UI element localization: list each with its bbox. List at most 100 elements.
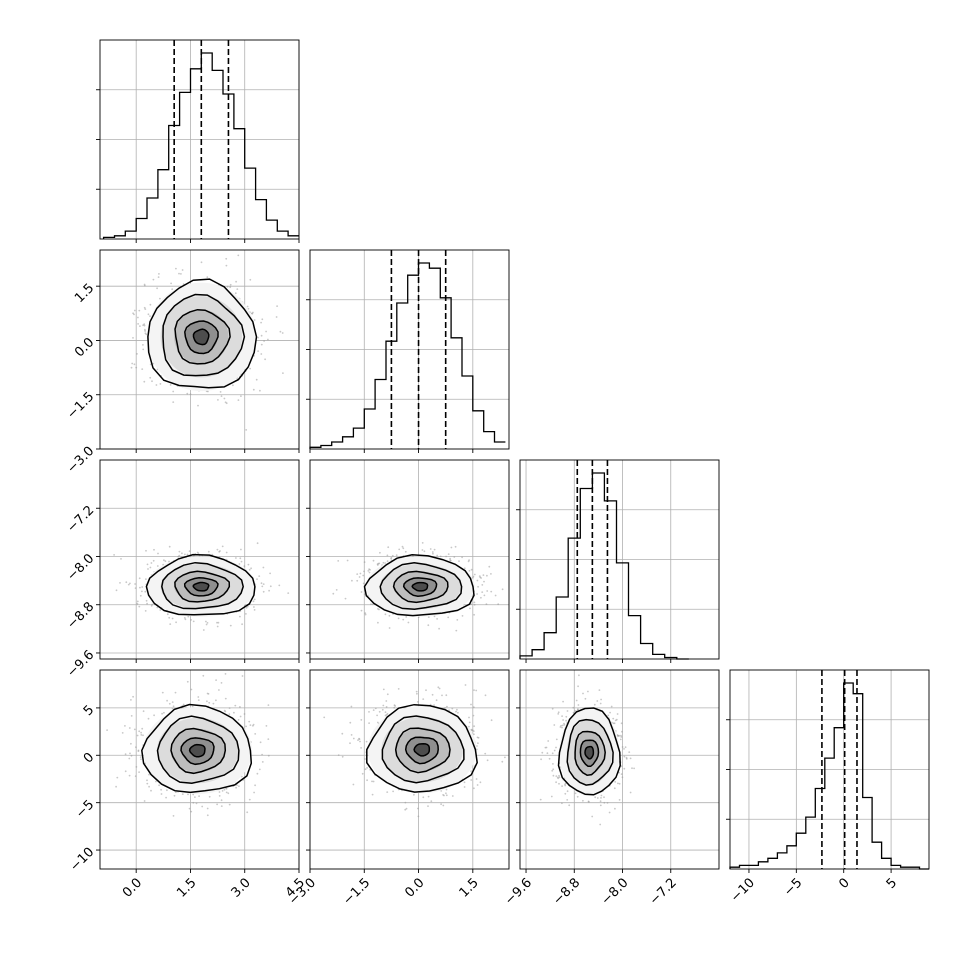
scatter-point <box>445 555 447 558</box>
scatter-point <box>385 706 388 708</box>
scatter-point <box>432 552 434 555</box>
scatter-point <box>219 391 222 393</box>
scatter-panel-1-2 <box>306 459 510 663</box>
scatter-point <box>470 770 472 773</box>
scatter-point <box>239 557 242 560</box>
scatter-point <box>446 705 448 708</box>
scatter-point <box>386 554 389 557</box>
scatter-point <box>480 596 482 599</box>
scatter-point <box>268 589 270 592</box>
scatter-point <box>130 742 132 745</box>
scatter-point <box>480 577 482 579</box>
scatter-point <box>148 785 150 788</box>
scatter-point <box>225 787 228 790</box>
scatter-point <box>440 803 442 806</box>
scatter-point <box>172 401 175 403</box>
scatter-point <box>220 799 223 802</box>
scatter-point <box>133 728 136 731</box>
scatter-point <box>357 739 359 741</box>
scatter-point <box>269 572 271 575</box>
scatter-point <box>166 789 168 792</box>
scatter-point <box>138 605 141 608</box>
scatter-panel-0-2 <box>96 459 300 663</box>
scatter-point <box>263 340 265 342</box>
scatter-point <box>206 814 209 817</box>
scatter-point <box>136 600 139 603</box>
scatter-point <box>225 257 228 260</box>
scatter-point <box>228 713 231 715</box>
scatter-point <box>195 802 198 805</box>
scatter-point <box>388 627 391 629</box>
scatter-point <box>619 738 622 741</box>
scatter-point <box>350 734 353 736</box>
scatter-point <box>142 734 144 737</box>
scatter-point <box>488 565 491 568</box>
scatter-point <box>238 563 241 565</box>
scatter-point <box>603 801 606 804</box>
scatter-point <box>376 714 378 717</box>
scatter-point <box>169 623 172 625</box>
scatter-point <box>246 811 249 814</box>
scatter-point <box>261 761 264 763</box>
histogram-panel-2 <box>516 459 720 663</box>
scatter-point <box>243 713 246 715</box>
scatter-point <box>149 303 152 306</box>
scatter-point <box>138 771 140 773</box>
scatter-point <box>235 280 238 283</box>
scatter-point <box>477 585 479 588</box>
scatter-point <box>429 548 432 550</box>
scatter-point <box>477 742 479 745</box>
scatter-point <box>161 712 163 715</box>
scatter-point <box>257 350 259 352</box>
scatter-point <box>168 545 171 548</box>
scatter-point <box>241 675 244 677</box>
density-contour <box>162 293 246 377</box>
scatter-point <box>252 600 255 603</box>
scatter-point <box>384 613 387 616</box>
scatter-point <box>137 323 139 325</box>
scatter-point <box>229 624 232 627</box>
scatter-point <box>555 775 558 777</box>
scatter-point <box>381 708 384 711</box>
scatter-point <box>445 694 448 697</box>
scatter-point <box>208 795 211 798</box>
scatter-panel-frame <box>99 249 300 450</box>
scatter-point <box>472 714 475 717</box>
scatter-point <box>146 563 149 566</box>
scatter-point <box>248 720 251 723</box>
scatter-point <box>223 788 226 791</box>
scatter-point <box>444 707 446 709</box>
scatter-point <box>541 751 544 754</box>
scatter-point <box>614 781 617 783</box>
scatter-point <box>387 546 390 549</box>
scatter-point <box>200 261 203 264</box>
scatter-point <box>164 560 167 563</box>
scatter-point <box>468 569 471 572</box>
scatter-point <box>478 575 481 577</box>
scatter-point <box>557 711 560 714</box>
scatter-point <box>128 727 131 729</box>
scatter-point <box>234 704 237 707</box>
scatter-point <box>497 603 500 606</box>
scatter-point <box>143 800 146 802</box>
scatter-point <box>137 749 140 752</box>
scatter-point <box>395 554 398 556</box>
histogram-line <box>519 472 689 660</box>
scatter-point <box>172 815 175 817</box>
scatter-point <box>402 618 405 621</box>
scatter-point <box>476 579 479 582</box>
histogram-panel-frame <box>309 249 510 450</box>
scatter-point <box>384 711 387 713</box>
scatter-point <box>140 758 142 761</box>
scatter-point <box>433 548 436 551</box>
scatter-point <box>207 693 210 695</box>
scatter-point <box>143 283 146 286</box>
scatter-point <box>350 705 353 708</box>
scatter-point <box>587 690 589 693</box>
scatter-point <box>166 613 169 616</box>
scatter-point <box>252 388 255 391</box>
scatter-point <box>182 703 185 706</box>
scatter-point <box>198 795 200 797</box>
scatter-point <box>450 546 453 549</box>
scatter-point <box>564 792 567 795</box>
